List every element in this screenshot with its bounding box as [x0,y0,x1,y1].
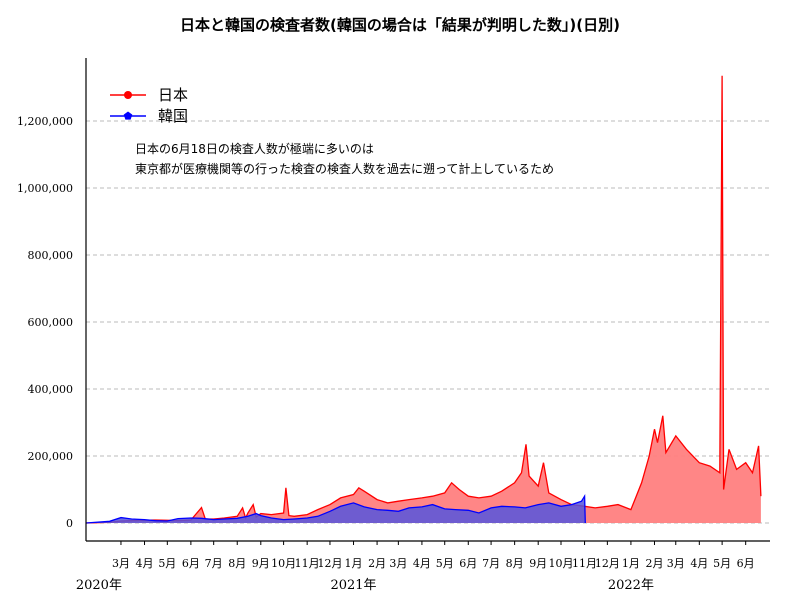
x-tick-label: 1月 [345,557,363,570]
annotation-line: 日本の6月18日の検査人数が極端に多いのは [135,141,374,156]
series-line-korea [85,494,586,524]
series-area-korea [86,496,586,523]
legend-label: 日本 [158,86,188,104]
x-tick-label: 4月 [413,557,431,570]
y-tick-label: 800,000 [28,249,74,262]
x-tick-label: 6月 [459,557,477,570]
y-tick-label: 400,000 [28,383,74,396]
x-tick-label: 5月 [436,557,454,570]
x-tick-label: 5月 [713,557,731,570]
x-tick-label: 9月 [529,557,547,570]
x-tick-label: 3月 [667,557,685,570]
x-tick-label: 11月 [572,557,597,570]
x-tick-label: 12月 [595,557,620,570]
x-tick-label: 6月 [182,557,200,570]
legend-marker-pentagon [123,111,133,120]
annotation-line: 東京都が医療機関等の行った検査の検査人数を過去に遡って計上しているため [135,161,554,176]
y-tick-label: 1,000,000 [17,182,73,195]
year-label: 2022年 [608,578,654,593]
y-tick-label: 200,000 [28,450,74,463]
x-tick-label: 8月 [228,557,246,570]
legend-marker-circle [124,91,132,99]
x-tick-label: 4月 [136,557,154,570]
x-tick-label: 2月 [645,557,663,570]
x-tick-label: 3月 [389,557,407,570]
series-line-japan [85,75,762,524]
x-tick-label: 1月 [622,557,640,570]
annotation: 日本の6月18日の検査人数が極端に多いのは東京都が医療機関等の行った検査の検査人… [135,141,554,176]
year-label: 2021年 [330,578,376,593]
series-layer [85,75,762,524]
year-label: 2020年 [76,578,122,593]
x-tick-label: 11月 [295,557,320,570]
x-tick-label: 10月 [271,557,296,570]
x-tick-label: 7月 [482,557,500,570]
legend-label: 韓国 [158,107,188,125]
series-area-japan [86,75,761,524]
x-tick-label: 5月 [158,557,176,570]
x-tick-label: 3月 [112,557,130,570]
x-tick-label: 12月 [317,557,342,570]
axis-layer: 0 200,000 400,000 600,000 800,000 1,000,000 1,… [17,58,770,593]
x-tick-label: 9月 [252,557,270,570]
x-tick-label: 7月 [205,557,223,570]
chart-title: 日本と韓国の検査者数(韓国の場合は「結果が判明した数」)(日別) [180,16,620,34]
x-tick-label: 8月 [506,557,524,570]
y-tick-label: 600,000 [28,316,74,329]
y-tick-label: 0 [66,517,73,530]
x-tick-label: 4月 [690,557,708,570]
y-tick-label: 1,200,000 [17,115,73,128]
x-tick-label: 6月 [737,557,755,570]
x-tick-label: 10月 [549,557,574,570]
x-tick-label: 2月 [368,557,386,570]
